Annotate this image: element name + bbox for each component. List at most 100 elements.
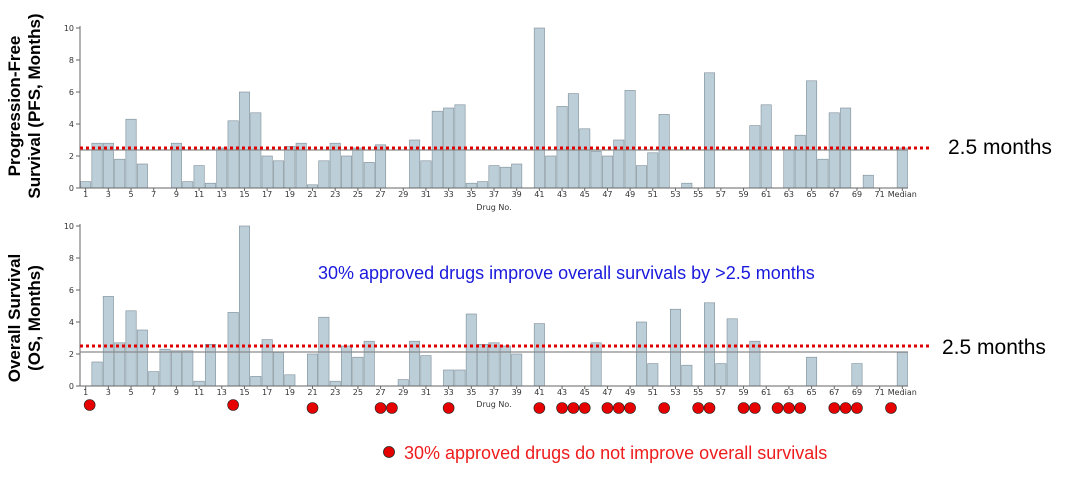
pfs-bar-18 (273, 160, 284, 189)
os-xtick-label: 51 (648, 388, 658, 397)
pfs-bar-37 (488, 165, 500, 189)
os-xtick-label: 3 (106, 388, 111, 397)
os-xtick-label: 9 (174, 388, 179, 397)
os-xtick-label: 37 (489, 388, 499, 397)
os-bar-9 (170, 350, 182, 387)
pfs-bar-49 (624, 90, 636, 189)
pfs-ytick-label: 8 (69, 56, 74, 65)
os-xtick-label: 11 (194, 388, 204, 397)
pfs-xtick-label: 65 (806, 190, 816, 199)
os-bar-39 (511, 353, 523, 387)
os-xtick-label: 13 (217, 388, 227, 397)
not-improve-marker-62 (771, 402, 784, 414)
not-improve-marker-28 (386, 402, 398, 414)
pfs-bar-36 (477, 181, 489, 189)
pfs-ytick-label: 4 (69, 120, 74, 129)
os-xtick-label: 31 (421, 388, 431, 397)
pfs-bar-14 (227, 120, 239, 189)
pfs-bar-4 (114, 158, 126, 189)
os-xtick-label: 53 (670, 388, 680, 397)
pfs-bar-63 (783, 149, 795, 189)
os-bar-50 (635, 321, 647, 387)
pfs-ytick-label: 2 (69, 152, 74, 161)
os-xtick-label: 69 (852, 388, 862, 397)
improve-annotation: 30% approved drugs improve overall survi… (318, 263, 815, 283)
not-improve-marker-44 (567, 402, 580, 414)
pfs-bar-50 (635, 165, 647, 189)
not-improve-marker-1 (83, 399, 96, 411)
pfs-ytick-label: 10 (64, 24, 74, 33)
os-xtick-label: 17 (262, 388, 272, 397)
os-bar-11 (193, 380, 205, 387)
pfs-bar-13 (216, 147, 228, 189)
pfs-bar-60 (749, 125, 761, 189)
pfs-bar-46 (590, 150, 602, 189)
pfs-xtick-label: 61 (761, 190, 771, 199)
pfs-bar-39 (511, 163, 523, 189)
os-bar-33 (443, 369, 455, 387)
not-improve-marker-27 (374, 402, 387, 414)
pfs-bar-15 (238, 91, 250, 189)
os-xtick-label: 65 (806, 388, 816, 397)
not-improve-marker-52 (658, 402, 670, 414)
os-bar-65 (806, 356, 818, 387)
pfs-xtick-label: 13 (217, 190, 227, 199)
legend-marker-dot (383, 446, 395, 458)
os-ytick-label: 6 (69, 286, 74, 295)
os-xtick-label: 61 (761, 388, 771, 397)
os-xtick-label: 27 (375, 388, 385, 397)
os-xtick-label: 21 (307, 388, 317, 397)
os-bar-2 (91, 361, 103, 387)
os-bar-19 (284, 374, 296, 387)
pfs-bar-54 (681, 182, 693, 189)
os-xtick-label: 25 (353, 388, 363, 397)
not-improve-marker-21 (306, 402, 319, 414)
pfs-xtick-label: 51 (648, 190, 658, 199)
pfs-ytick-label: 0 (69, 184, 74, 193)
pfs-bar-35 (465, 182, 477, 189)
os-xtick-label: 23 (330, 388, 340, 397)
pfs-xtick-label: 41 (534, 190, 544, 199)
pfs-bar-44 (567, 93, 579, 189)
pfs-xtick-label: 9 (174, 190, 179, 199)
os-bar-15 (238, 225, 250, 387)
pfs-xtick-label: 69 (852, 190, 862, 199)
pfs-bar-12 (204, 182, 216, 189)
pfs-xlabel: Drug No. (476, 203, 511, 212)
os-bar-10 (182, 350, 194, 387)
pfs-xtick-label: 15 (239, 190, 249, 199)
pfs-bar-64 (794, 134, 806, 189)
pfs-bar-27 (375, 144, 387, 189)
not-improve-marker-49 (624, 402, 636, 414)
os-bar-Median (896, 352, 908, 387)
os-ytick-label: 8 (69, 254, 74, 263)
pfs-xtick-label: 39 (512, 190, 522, 199)
pfs-xtick-label: 1 (83, 190, 88, 199)
os-xtick-label: 43 (557, 388, 567, 397)
pfs-bar-17 (261, 155, 273, 189)
not-improve-marker-69 (851, 402, 863, 414)
pfs-xtick-label: 55 (693, 190, 703, 199)
not-improve-marker-41 (533, 402, 546, 414)
os-xtick-label: 67 (829, 388, 839, 397)
pfs-chart: Progression-Free Survival (PFS, Months) … (5, 13, 930, 212)
os-bar-36 (477, 344, 489, 387)
os-xtick-label: 59 (738, 388, 748, 397)
not-improve-marker-68 (839, 402, 852, 414)
pfs-bar-70 (862, 174, 874, 189)
pfs-xtick-label: 19 (285, 190, 295, 199)
os-xtick-label: 15 (239, 388, 249, 397)
not-improve-marker-14 (227, 399, 239, 411)
os-bar-41 (533, 323, 545, 387)
os-bar-6 (136, 329, 148, 387)
os-ytick-label: 0 (69, 382, 74, 391)
pfs-bar-5 (125, 118, 137, 189)
pfs-reference-label: 2.5 months (948, 136, 1052, 159)
os-bar-57 (715, 363, 727, 387)
pfs-bar-56 (704, 72, 715, 189)
os-bar-31 (420, 355, 432, 387)
os-xtick-label: 1 (83, 388, 88, 397)
os-bar-7 (148, 371, 160, 387)
os-bar-69 (851, 363, 863, 387)
